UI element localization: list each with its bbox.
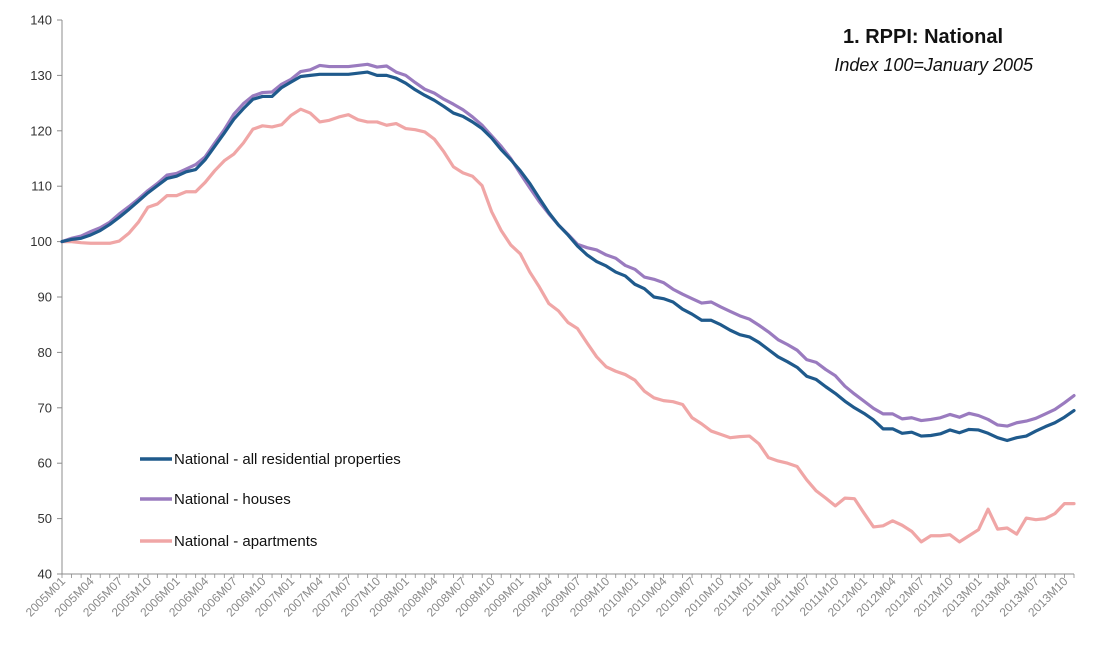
y-tick-label: 50 [38,511,52,526]
y-tick-label: 90 [38,290,52,305]
y-tick-label: 120 [30,123,52,138]
legend-label: National - all residential properties [174,451,401,468]
y-tick-label: 110 [31,179,52,194]
y-tick-label: 100 [30,234,52,249]
y-tick-label: 130 [30,68,52,83]
x-axis: 2005M012005M042005M072005M102006M012006M… [23,573,1075,620]
series-line-2 [60,62,1076,428]
series-layer [60,62,1076,544]
y-tick-label: 60 [38,456,52,471]
y-tick-label: 40 [38,567,52,582]
legend-label: National - apartments [174,533,317,550]
y-tick-label: 140 [30,13,52,28]
legend: National - all residential properties Nat… [140,451,401,550]
series-line-1 [60,70,1076,443]
chart-subtitle: Index 100=January 2005 [834,55,1033,75]
legend-label: National - houses [174,491,291,508]
y-axis: 40 50 60 70 80 90 100 110 120 130 140 [30,13,63,582]
y-tick-label: 70 [38,400,52,415]
chart-title: 1. RPPI: National [842,26,1003,48]
y-tick-label: 80 [38,345,52,360]
series-line-3 [60,107,1076,544]
